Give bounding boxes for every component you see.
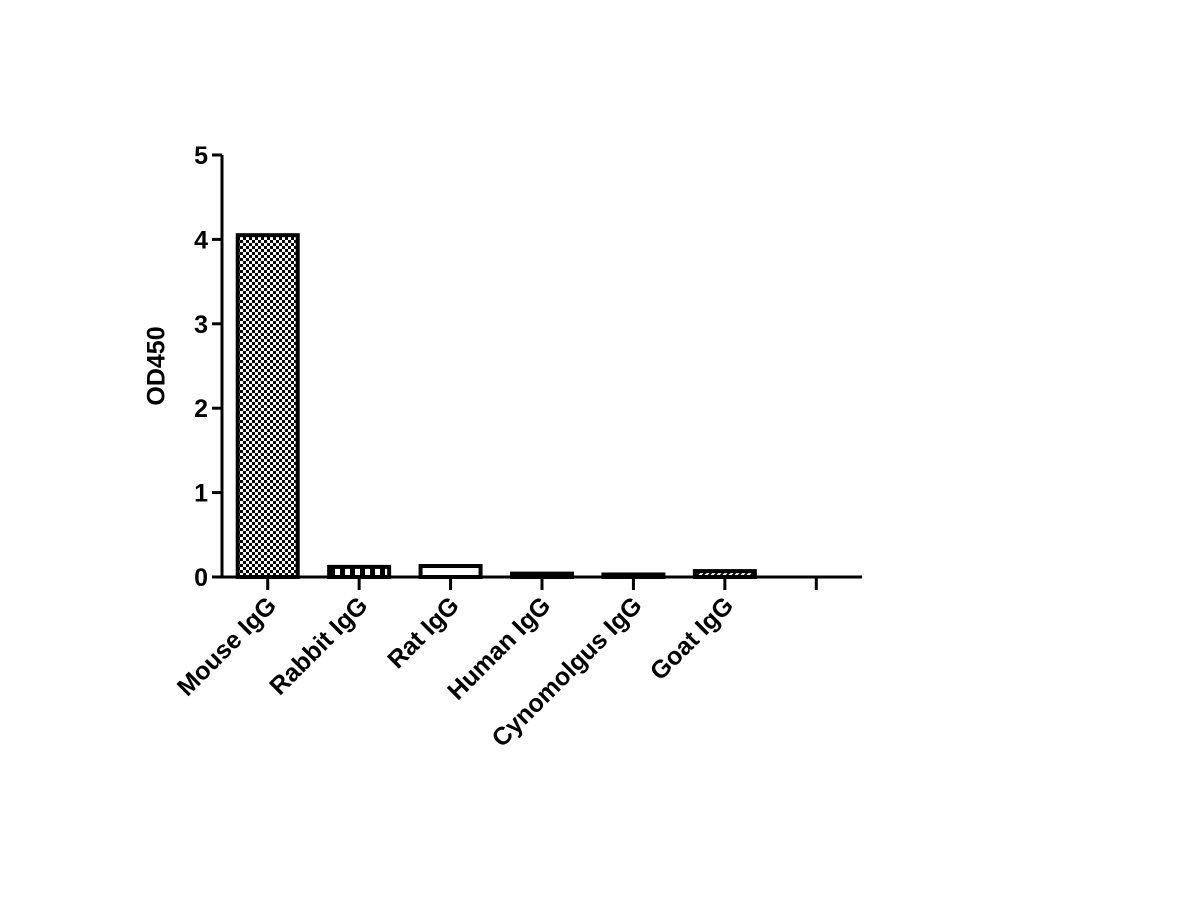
x-tick-label: Mouse IgG <box>172 591 282 701</box>
y-tick-label: 2 <box>194 395 208 423</box>
y-axis-label: OD450 <box>143 326 171 405</box>
y-tick-label: 3 <box>194 311 208 339</box>
y-tick-label: 4 <box>194 226 208 254</box>
bar <box>327 564 392 580</box>
x-tick-label: Goat IgG <box>645 591 739 685</box>
y-tick-label: 0 <box>194 564 208 592</box>
y-tick-label: 5 <box>194 142 208 170</box>
x-tick-label: Cynomolgus IgG <box>486 591 647 752</box>
bar <box>235 233 300 579</box>
x-tick-label: Rat IgG <box>382 591 465 674</box>
y-tick-label: 1 <box>194 480 208 508</box>
x-tick-label: Rabbit IgG <box>264 591 373 700</box>
bar <box>418 564 483 580</box>
